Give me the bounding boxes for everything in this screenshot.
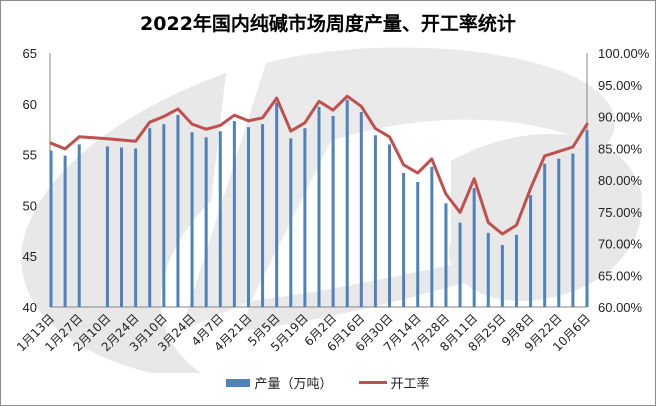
chart-title: 2022年国内纯碱市场周度产量、开工率统计 xyxy=(140,13,516,35)
production-bar xyxy=(289,138,293,307)
bar-swatch-icon xyxy=(226,378,251,387)
production-bar xyxy=(359,111,363,307)
y-tick-label: 55 xyxy=(23,148,37,163)
production-bar xyxy=(190,132,194,307)
production-bar xyxy=(317,106,321,308)
production-bar xyxy=(444,203,448,307)
watermark-logo xyxy=(21,47,642,373)
production-bar xyxy=(416,182,420,307)
production-bar xyxy=(134,148,138,307)
production-bar xyxy=(204,137,208,307)
production-bar xyxy=(176,114,180,307)
production-bar xyxy=(388,144,392,307)
production-bar xyxy=(472,188,476,307)
production-bar xyxy=(373,135,377,307)
production-bar xyxy=(49,150,53,307)
production-bar xyxy=(486,232,490,307)
x-axis-labels: 1月13日1月27日2月10日2月24日3月10日3月24日4月7日4月21日5… xyxy=(14,311,593,354)
production-bar xyxy=(218,131,222,307)
line-series xyxy=(49,94,589,236)
y-tick-label: 40 xyxy=(23,300,37,315)
y2-tick-label: 100.00% xyxy=(598,46,650,61)
y-tick-label: 45 xyxy=(23,249,37,264)
production-bar xyxy=(232,121,236,308)
legend-label-utilization: 开工率 xyxy=(390,377,430,392)
production-bar xyxy=(529,195,533,307)
utilization-line xyxy=(49,94,589,236)
legend-label-production: 产量（万吨） xyxy=(254,377,333,392)
production-bar xyxy=(430,166,434,307)
y2-tick-label: 60.00% xyxy=(598,300,643,315)
y-tick-label: 65 xyxy=(23,46,37,61)
production-bar xyxy=(585,130,589,307)
production-bar xyxy=(543,163,547,307)
production-bar xyxy=(105,146,109,307)
production-bar xyxy=(63,155,67,307)
y2-tick-label: 75.00% xyxy=(598,205,643,220)
left-axis: 40 45 50 55 60 65 xyxy=(23,46,587,315)
y-tick-label: 60 xyxy=(23,97,37,112)
production-bar xyxy=(77,144,81,307)
production-bar xyxy=(246,127,250,307)
y2-tick-label: 65.00% xyxy=(598,268,643,283)
production-bar xyxy=(275,102,279,307)
y2-tick-label: 80.00% xyxy=(598,173,643,188)
production-bar xyxy=(345,99,349,308)
production-bar xyxy=(162,124,166,308)
y2-tick-label: 95.00% xyxy=(598,78,643,93)
y2-tick-label: 90.00% xyxy=(598,110,643,125)
chart-legend: 产量（万吨） 开工率 xyxy=(1,373,655,392)
bars-series xyxy=(49,99,589,308)
y-tick-label: 50 xyxy=(23,198,37,213)
production-bar xyxy=(120,147,124,307)
legend-item-utilization: 开工率 xyxy=(358,373,430,392)
legend-item-production: 产量（万吨） xyxy=(226,373,333,392)
y2-tick-label: 70.00% xyxy=(598,237,643,252)
production-bar xyxy=(458,222,462,307)
production-bar xyxy=(303,128,307,307)
line-swatch-icon xyxy=(358,381,387,384)
production-bar xyxy=(402,172,406,307)
production-bar xyxy=(557,158,561,307)
y2-tick-label: 85.00% xyxy=(598,141,643,156)
production-bar xyxy=(514,234,518,307)
right-axis: 60.00% 65.00% 70.00% 75.00% 80.00% 85.00% 90.0… xyxy=(586,46,650,315)
production-bar xyxy=(500,245,504,307)
production-bar xyxy=(261,124,265,308)
production-bar xyxy=(571,153,575,307)
production-bar xyxy=(331,115,335,307)
production-bar xyxy=(148,128,152,307)
